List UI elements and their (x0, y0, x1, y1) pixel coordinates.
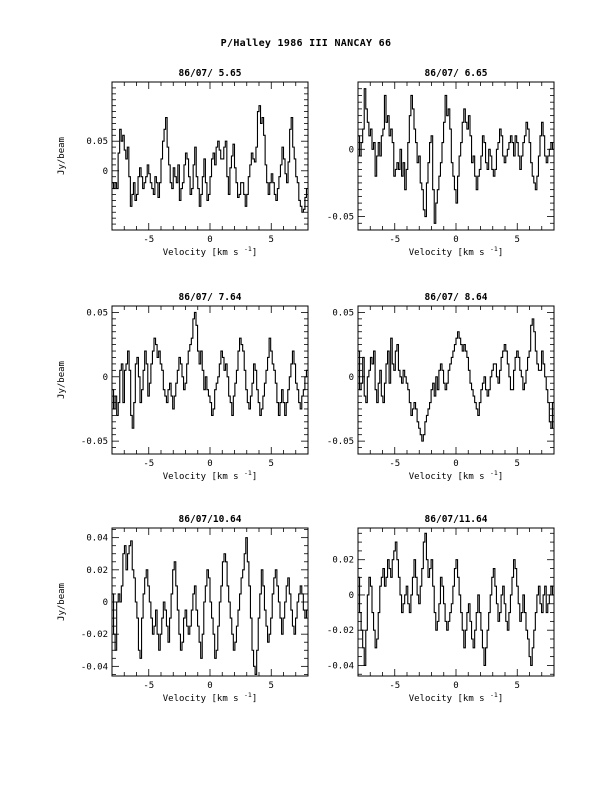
panel-title: 86/07/11.64 (425, 514, 488, 525)
x-tick-label: 5 (269, 235, 274, 245)
y-tick-label: 0 (349, 373, 354, 383)
x-tick-label: -5 (143, 235, 154, 245)
x-axis-label: Velocity [km s -1] (163, 245, 258, 258)
x-tick-label: 0 (453, 681, 458, 691)
x-axis-label-end: ] (498, 248, 503, 258)
spectrum-panel-1: 86/07/ 5.65 -5 0 5 0 0.05 Velocity [km s -1] Jy… (52, 64, 312, 270)
x-tick-label: 0 (207, 459, 212, 469)
y-tick-label: 0 (103, 373, 108, 383)
x-axis-label: Velocity [km s -1] (163, 691, 258, 704)
y-tick-label: 0.05 (332, 308, 354, 318)
x-axis-label-text: Velocity [km s (409, 248, 490, 258)
y-tick-label: -0.04 (327, 661, 354, 671)
x-axis-label-end: ] (252, 248, 257, 258)
x-tick-label: 5 (515, 235, 520, 245)
x-tick-label: -5 (143, 681, 154, 691)
y-tick-label: 0.05 (86, 308, 108, 318)
y-axis-label: Jy/beam (57, 583, 67, 621)
x-axis-label-text: Velocity [km s (163, 694, 244, 704)
spectrum-chart: 86/07/ 8.64 -5 0 5 -0.05 0 0.05 Velocity [km s … (327, 292, 555, 482)
spectrum-line (358, 88, 554, 224)
spectrum-panel-5: 86/07/10.64 -5 0 5 -0.04 -0.02 0 0.02 0.04 Veloci… (52, 510, 312, 716)
x-axis-label-end: ] (498, 472, 503, 482)
y-tick-label: 0 (349, 145, 354, 155)
x-axis-label: Velocity [km s -1] (409, 691, 504, 704)
x-tick-label: 0 (207, 681, 212, 691)
y-tick-label: 0 (103, 167, 108, 177)
x-tick-label: -5 (143, 459, 154, 469)
x-axis-label: Velocity [km s -1] (409, 469, 504, 482)
x-axis-label: Velocity [km s -1] (409, 245, 504, 258)
x-tick-label: 5 (269, 459, 274, 469)
y-tick-label: 0 (103, 598, 108, 608)
y-tick-label: 0.04 (86, 534, 108, 544)
x-axis-label-text: Velocity [km s (409, 694, 490, 704)
y-axis-label: Jy/beam (57, 361, 67, 399)
x-axis-label-text: Velocity [km s (163, 248, 244, 258)
x-tick-label: -5 (389, 459, 400, 469)
x-axis-label-sup: -1 (244, 245, 252, 253)
y-tick-label: 0.05 (86, 137, 108, 147)
spectrum-panel-6: 86/07/11.64 -5 0 5 -0.04 -0.02 0 0.02 Velocity [… (298, 510, 558, 716)
y-axis-label: Jy/beam (57, 137, 67, 175)
panel-title: 86/07/10.64 (179, 514, 242, 525)
spectrum-line (112, 105, 308, 213)
spectrum-chart: 86/07/ 7.64 -5 0 5 -0.05 0 0.05 Velocity [km s … (57, 292, 309, 482)
x-axis-label-sup: -1 (490, 469, 498, 477)
x-tick-label: 5 (269, 681, 274, 691)
spectrum-line (112, 537, 308, 675)
panel-title: 86/07/ 7.64 (179, 292, 242, 303)
x-tick-label: -5 (389, 235, 400, 245)
y-tick-label: -0.05 (327, 437, 354, 447)
x-tick-label: 0 (453, 459, 458, 469)
spectrum-panel-2: 86/07/ 6.65 -5 0 5 -0.05 0 Velocity [km s -1] (298, 64, 558, 270)
x-axis-label: Velocity [km s -1] (163, 469, 258, 482)
x-axis-label-end: ] (252, 694, 257, 704)
x-axis-label-end: ] (252, 472, 257, 482)
spectrum-chart: 86/07/11.64 -5 0 5 -0.04 -0.02 0 0.02 Velocity [… (327, 514, 555, 704)
y-tick-label: -0.04 (81, 662, 108, 672)
spectrum-line (112, 311, 308, 429)
x-axis-label-sup: -1 (244, 469, 252, 477)
y-tick-label: -0.02 (327, 626, 354, 636)
spectrum-panel-4: 86/07/ 8.64 -5 0 5 -0.05 0 0.05 Velocity [km s … (298, 288, 558, 494)
x-axis-label-text: Velocity [km s (163, 472, 244, 482)
x-axis-label-sup: -1 (244, 691, 252, 699)
x-axis-label-sup: -1 (490, 245, 498, 253)
y-tick-label: -0.05 (81, 437, 108, 447)
x-axis-label-end: ] (498, 694, 503, 704)
panel-title: 86/07/ 6.65 (425, 68, 488, 79)
y-tick-label: 0 (349, 591, 354, 601)
plot-frame (111, 81, 309, 231)
spectrum-chart: 86/07/10.64 -5 0 5 -0.04 -0.02 0 0.02 0.04 Veloci… (57, 514, 309, 704)
y-tick-label: -0.02 (81, 630, 108, 640)
spectrum-panel-3: 86/07/ 7.64 -5 0 5 -0.05 0 0.05 Velocity [km s … (52, 288, 312, 494)
x-axis-label-sup: -1 (490, 691, 498, 699)
x-tick-label: 5 (515, 459, 520, 469)
x-tick-label: 0 (453, 235, 458, 245)
panel-title: 86/07/ 8.64 (425, 292, 488, 303)
plot-frame (111, 305, 309, 455)
x-tick-label: -5 (389, 681, 400, 691)
spectrum-line (358, 318, 554, 442)
x-axis-label-text: Velocity [km s (409, 472, 490, 482)
y-tick-label: 0.02 (332, 556, 354, 566)
plot-frame (357, 305, 555, 455)
panel-title: 86/07/ 5.65 (179, 68, 242, 79)
plot-frame (357, 81, 555, 231)
y-tick-label: -0.05 (327, 213, 354, 223)
x-tick-label: 0 (207, 235, 212, 245)
x-tick-label: 5 (515, 681, 520, 691)
y-tick-label: 0.02 (86, 566, 108, 576)
page-title: P/Halley 1986 III NANCAY 66 (220, 38, 392, 49)
spectrum-chart: 86/07/ 5.65 -5 0 5 0 0.05 Velocity [km s -1] Jy… (57, 68, 309, 258)
spectrum-line (358, 532, 554, 666)
